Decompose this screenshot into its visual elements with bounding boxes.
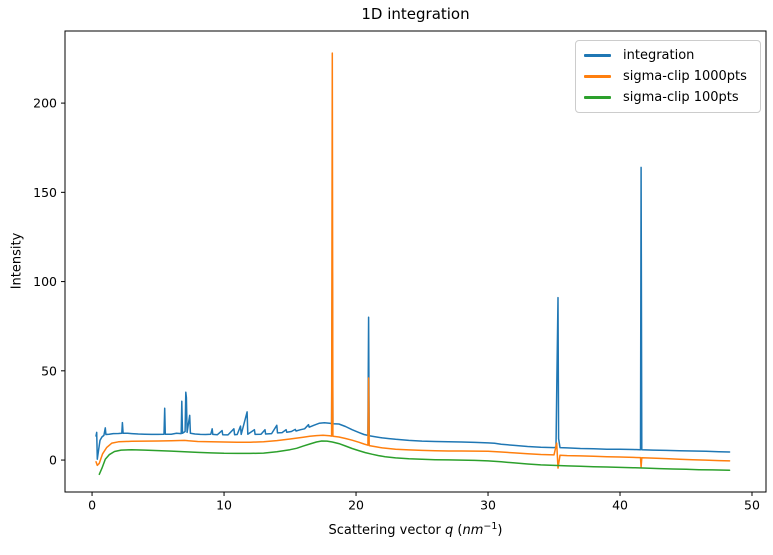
y-tick-label: 150	[33, 185, 57, 200]
x-tick-label: 50	[744, 498, 760, 513]
series-sigma-clip-100pts	[98, 440, 731, 476]
x-axis-label-unit: nm	[462, 523, 484, 538]
y-tick-label: 50	[41, 363, 57, 378]
y-tick-label: 100	[33, 274, 57, 289]
x-tick-label: 0	[88, 498, 96, 513]
chart-title: 1D integration	[361, 5, 470, 23]
x-axis-label: Scattering vector q (nm−1)	[328, 521, 503, 538]
axes-frame	[64, 30, 767, 493]
x-tick-label: 10	[216, 498, 232, 513]
legend-item-sigma-clip-1000pts: sigma-clip 1000pts	[584, 66, 752, 87]
legend-item-integration: integration	[584, 45, 752, 66]
legend-item-sigma-clip-100pts: sigma-clip 100pts	[584, 87, 752, 108]
legend-label: sigma-clip 100pts	[623, 90, 739, 105]
y-axis-label: Intensity	[9, 232, 25, 290]
x-axis-label-symbol: q	[445, 523, 454, 538]
legend-swatch-sigma-clip-100pts	[584, 96, 611, 99]
legend-label: integration	[623, 48, 695, 63]
series-integration	[95, 166, 731, 460]
x-tick-label: 40	[612, 498, 628, 513]
x-tick-label: 30	[480, 498, 496, 513]
legend-swatch-integration	[584, 54, 611, 57]
x-axis-label-text: Scattering vector	[328, 523, 446, 538]
series-sigma-clip-1000pts	[95, 52, 731, 469]
legend-label: sigma-clip 1000pts	[623, 69, 747, 84]
y-tick-label: 200	[33, 96, 57, 111]
y-tick-label: 0	[49, 453, 57, 468]
legend: integration sigma-clip 1000pts sigma-cli…	[575, 40, 761, 113]
x-tick-label: 20	[348, 498, 364, 513]
x-axis-label-exponent: −1	[483, 521, 498, 532]
legend-swatch-sigma-clip-1000pts	[584, 75, 611, 78]
